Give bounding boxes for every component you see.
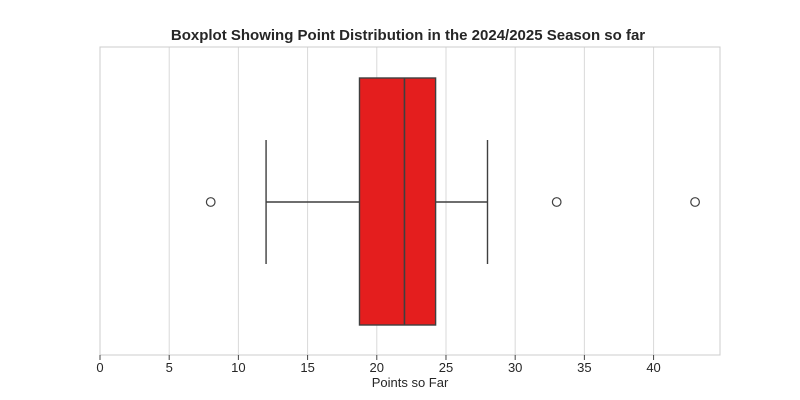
- outliers: [205, 197, 700, 207]
- x-axis-label: Points so Far: [372, 375, 449, 390]
- x-tick-label: 40: [646, 360, 660, 375]
- boxplot-group: [205, 77, 700, 326]
- x-axis-ticks: 0 5 10 15 20 25 30 35 40: [96, 355, 661, 375]
- x-tick-label: 5: [166, 360, 173, 375]
- x-tick-label: 10: [231, 360, 245, 375]
- outlier-point: [205, 197, 216, 207]
- x-tick-label: 25: [439, 360, 453, 375]
- x-tick-label: 0: [96, 360, 103, 375]
- iqr-box: [358, 77, 437, 326]
- x-tick-label: 15: [300, 360, 314, 375]
- chart-title: Boxplot Showing Point Distribution in th…: [171, 27, 645, 44]
- x-tick-label: 35: [577, 360, 591, 375]
- outlier-point: [551, 197, 562, 207]
- x-tick-label: 20: [370, 360, 384, 375]
- outlier-point: [690, 197, 700, 207]
- x-tick-label: 30: [508, 360, 522, 375]
- plot-frame: [99, 46, 721, 356]
